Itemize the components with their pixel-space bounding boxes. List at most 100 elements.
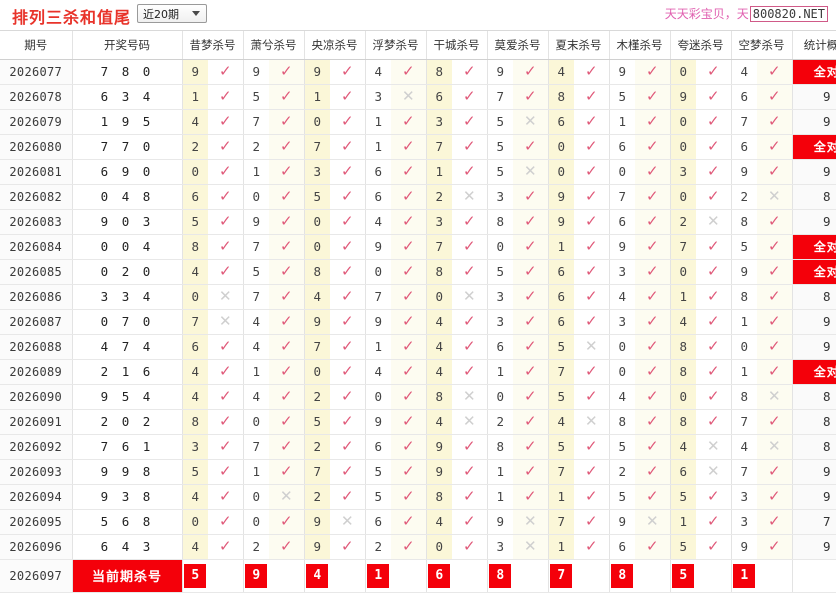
cell-draw-number: 7 7 0 (72, 134, 183, 160)
cross-icon: ✕ (706, 438, 720, 455)
cell-kill-number-8: 9 (609, 234, 635, 260)
cell-kill-number-7: 1 (548, 534, 574, 560)
cell-kill-number-3: 2 (304, 384, 330, 410)
cell-kill-number-3: 2 (304, 434, 330, 460)
cell-kill-number-8: 3 (609, 259, 635, 285)
cell-issue: 2026087 (0, 309, 73, 335)
current-kill-badge-9: 5 (672, 563, 695, 588)
cell-kill-mark-5: ✓ (452, 84, 488, 110)
table-row: 2026095 5 6 8 0 ✓ 0 ✓ 9 ✕ 6 ✓ 4 ✓ 9 ✕ 7 ✓ 9 ✕ 1 ✓ 3 ✓ 7 (0, 509, 836, 535)
cell-kill-number-4: 9 (365, 409, 391, 435)
check-icon: ✓ (584, 363, 598, 380)
check-icon: ✓ (767, 63, 781, 80)
check-icon: ✓ (584, 88, 598, 105)
check-icon: ✓ (279, 463, 293, 480)
table-row: 2026080 7 7 0 2 ✓ 2 ✓ 7 ✓ 1 ✓ 7 ✓ 5 ✓ 0 ✓ 6 ✓ 0 ✓ 6 ✓ 全对 (0, 134, 836, 160)
check-icon: ✓ (645, 138, 659, 155)
check-icon: ✓ (401, 513, 415, 530)
cell-kill-mark-2: ✓ (269, 459, 305, 485)
cell-draw-number: 6 4 3 (72, 534, 183, 560)
cell-kill-number-8: 0 (609, 334, 635, 360)
check-icon: ✓ (340, 463, 354, 480)
cell-kill-number-3: 7 (304, 134, 330, 160)
cell-kill-mark-8: ✓ (635, 109, 671, 135)
cell-kill-number-4: 6 (365, 159, 391, 185)
current-kill-badge-5: 6 (428, 563, 451, 588)
cell-kill-mark-1: ✕ (208, 284, 244, 310)
cell-kill-mark-2: ✓ (269, 84, 305, 110)
cell-kill-number-10: 7 (731, 409, 757, 435)
check-icon: ✓ (279, 238, 293, 255)
cell-kill-mark-9: ✓ (696, 409, 732, 435)
cell-kill-number-10: 3 (731, 484, 757, 510)
cell-kill-number-7: 4 (548, 59, 574, 85)
current-kill-number-3: 4 (304, 559, 330, 593)
current-kill-spacer-4 (391, 559, 427, 593)
cross-icon: ✕ (523, 538, 537, 555)
cell-kill-mark-1: ✓ (208, 534, 244, 560)
check-icon: ✓ (706, 188, 720, 205)
cell-stat: 8 (792, 284, 836, 310)
check-icon: ✓ (279, 213, 293, 230)
cell-draw-number: 0 4 8 (72, 184, 183, 210)
cell-kill-number-1: 5 (182, 209, 208, 235)
cell-issue: 2026083 (0, 209, 73, 235)
cell-kill-number-2: 0 (243, 184, 269, 210)
cell-kill-mark-2: ✓ (269, 409, 305, 435)
table-row: 2026088 4 7 4 6 ✓ 4 ✓ 7 ✓ 1 ✓ 4 ✓ 6 ✓ 5 ✕ 0 ✓ 8 ✓ 0 ✓ 9 (0, 334, 836, 360)
cell-kill-number-7: 0 (548, 134, 574, 160)
cell-kill-number-7: 5 (548, 334, 574, 360)
check-icon: ✓ (279, 138, 293, 155)
cell-kill-number-3: 7 (304, 334, 330, 360)
current-kill-number-2: 9 (243, 559, 269, 593)
cell-kill-mark-6: ✕ (513, 509, 549, 535)
cell-issue: 2026088 (0, 334, 73, 360)
current-kill-spacer-3 (330, 559, 366, 593)
cell-kill-number-6: 3 (487, 184, 513, 210)
cross-icon: ✕ (523, 513, 537, 530)
cell-issue: 2026077 (0, 59, 73, 85)
cell-kill-mark-7: ✓ (574, 59, 610, 85)
cell-kill-number-1: 0 (182, 509, 208, 535)
check-icon: ✓ (401, 63, 415, 80)
check-icon: ✓ (645, 288, 659, 305)
check-icon: ✓ (218, 338, 232, 355)
cell-kill-number-3: 9 (304, 509, 330, 535)
cell-kill-mark-3: ✓ (330, 434, 366, 460)
cell-kill-mark-10: ✓ (757, 59, 793, 85)
cell-kill-number-10: 6 (731, 84, 757, 110)
cell-kill-mark-4: ✓ (391, 484, 427, 510)
cell-kill-mark-6: ✓ (513, 259, 549, 285)
cell-kill-number-8: 3 (609, 309, 635, 335)
cell-kill-mark-10: ✓ (757, 234, 793, 260)
cell-kill-mark-10: ✓ (757, 359, 793, 385)
kill-number-table: 期号 开奖号码 昔梦杀号 萧兮杀号 央凉杀号 浮梦杀号 干城杀号 莫爱杀号 夏末杀号 木槿杀号… (0, 31, 836, 593)
cell-issue: 2026086 (0, 284, 73, 310)
cell-kill-mark-7: ✓ (574, 434, 610, 460)
check-icon: ✓ (523, 63, 537, 80)
current-kill-number-5: 6 (426, 559, 452, 593)
cell-kill-mark-7: ✓ (574, 359, 610, 385)
cell-kill-mark-10: ✓ (757, 409, 793, 435)
cell-kill-mark-5: ✓ (452, 109, 488, 135)
table-row: 2026093 9 9 8 5 ✓ 1 ✓ 7 ✓ 5 ✓ 9 ✓ 1 ✓ 7 ✓ 2 ✓ 6 ✕ 7 ✓ 9 (0, 459, 836, 485)
check-icon: ✓ (584, 288, 598, 305)
cell-kill-number-7: 6 (548, 109, 574, 135)
cell-kill-number-7: 6 (548, 284, 574, 310)
cell-kill-mark-4: ✓ (391, 59, 427, 85)
period-select[interactable]: 近20期 (137, 4, 207, 23)
cell-stat: 9 (792, 534, 836, 560)
check-icon: ✓ (584, 488, 598, 505)
cell-kill-mark-2: ✓ (269, 59, 305, 85)
cell-kill-mark-3: ✓ (330, 184, 366, 210)
check-icon: ✓ (279, 188, 293, 205)
check-icon: ✓ (218, 263, 232, 280)
cell-kill-mark-8: ✓ (635, 284, 671, 310)
cell-kill-number-2: 1 (243, 159, 269, 185)
cell-kill-number-7: 7 (548, 509, 574, 535)
cell-kill-number-3: 1 (304, 84, 330, 110)
cell-kill-mark-1: ✓ (208, 134, 244, 160)
cell-kill-number-8: 5 (609, 484, 635, 510)
table-row: 2026090 9 5 4 4 ✓ 4 ✓ 2 ✓ 0 ✓ 8 ✕ 0 ✓ 5 ✓ 4 ✓ 0 ✓ 8 ✕ 8 (0, 384, 836, 410)
cell-kill-number-10: 2 (731, 184, 757, 210)
